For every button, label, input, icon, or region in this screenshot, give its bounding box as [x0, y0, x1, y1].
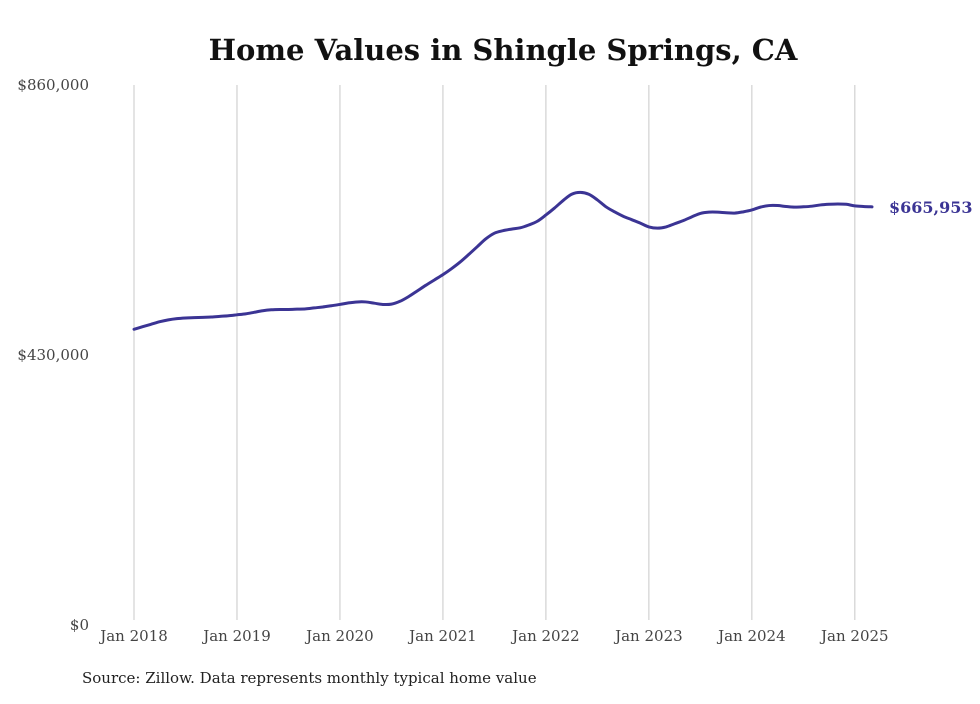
chart-title: Home Values in Shingle Springs, CA	[209, 33, 798, 67]
y-axis-tick-labels: $0 $430,000 $860,000	[17, 76, 89, 634]
y-tick-label-1: $430,000	[17, 346, 89, 364]
x-tick-label-1: Jan 2019	[201, 627, 271, 645]
x-tick-label-6: Jan 2024	[716, 627, 786, 645]
series-home-value	[132, 190, 874, 331]
end-value-label: $665,953	[889, 198, 973, 217]
x-tick-label-7: Jan 2025	[819, 627, 889, 645]
series-line-0	[132, 190, 874, 331]
x-tick-label-2: Jan 2020	[304, 627, 374, 645]
x-tick-label-0: Jan 2018	[98, 627, 168, 645]
x-tick-label-5: Jan 2023	[613, 627, 683, 645]
x-tick-label-3: Jan 2021	[407, 627, 477, 645]
end-value-label-group: $665,953	[889, 198, 973, 217]
y-tick-label-2: $860,000	[17, 76, 89, 94]
x-tick-label-4: Jan 2022	[510, 627, 580, 645]
y-tick-label-0: $0	[70, 616, 89, 634]
gridlines	[133, 85, 856, 620]
x-axis-tick-labels: Jan 2018 Jan 2019 Jan 2020 Jan 2021 Jan 2022…	[98, 627, 888, 645]
source-note: Source: Zillow. Data represents monthly …	[82, 669, 537, 687]
